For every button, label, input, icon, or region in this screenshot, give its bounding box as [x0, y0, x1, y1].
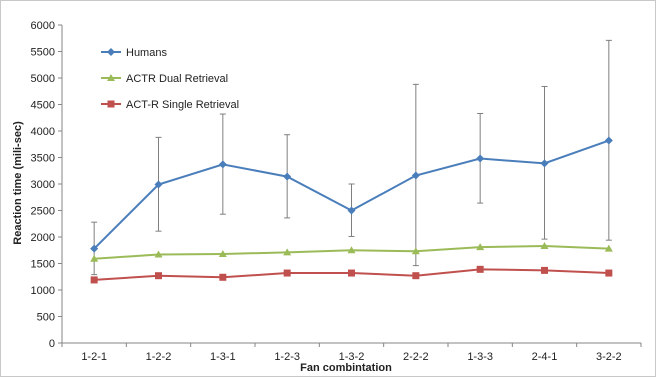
series-markers: [90, 136, 613, 284]
legend: Humans ACTR Dual Retrieval ACT-R Single Re…: [101, 47, 239, 111]
data-point: [347, 206, 356, 215]
data-point: [90, 244, 99, 253]
data-point: [283, 248, 292, 256]
y-tick-label: 3500: [31, 153, 55, 165]
legend-label: Humans: [126, 47, 167, 59]
x-tick-label: 2-4-1: [532, 351, 558, 363]
x-tick-label: 1-3-1: [210, 351, 236, 363]
legend-marker: [107, 48, 115, 56]
x-tick-label: 1-2-3: [274, 351, 300, 363]
data-point: [218, 160, 227, 169]
y-axis-title: Reaction time (mili-sec): [12, 121, 24, 245]
data-point: [90, 276, 98, 284]
legend-label: ACT-R Single Retrieval: [126, 99, 239, 111]
data-point: [154, 180, 163, 189]
y-tick-label: 500: [37, 312, 55, 324]
x-tick-label: 1-2-2: [146, 351, 172, 363]
x-ticks: 1-2-1 1-2-2 1-3-1 1-2-3 1-3-2 2-2-2 1-3-3 2-4-1…: [61, 343, 642, 363]
data-point: [155, 272, 162, 280]
y-tick-label: 6000: [31, 20, 55, 32]
x-axis-title: Fan combintation: [300, 362, 392, 374]
x-tick-label: 1-3-3: [467, 351, 493, 363]
data-point: [154, 250, 163, 258]
data-point: [348, 269, 355, 277]
y-tick-label: 2500: [31, 206, 55, 218]
y-tick-label: 4000: [31, 126, 55, 138]
y-tick-label: 0: [49, 338, 55, 350]
y-tick-label: 5500: [31, 47, 55, 59]
data-point: [347, 246, 356, 254]
data-point: [219, 273, 227, 281]
y-tick-label: 5000: [31, 73, 55, 85]
x-tick-label: 1-3-2: [339, 351, 365, 363]
data-point: [605, 269, 613, 277]
data-point: [283, 269, 291, 277]
x-tick-label: 3-2-2: [596, 351, 622, 363]
y-tick-label: 2000: [31, 232, 55, 244]
data-point: [540, 242, 549, 250]
y-tick-label: 3000: [31, 179, 55, 191]
legend-label: ACTR Dual Retrieval: [126, 73, 228, 85]
data-point: [476, 243, 485, 251]
data-point: [604, 244, 613, 252]
x-tick-label: 1-2-1: [81, 351, 107, 363]
data-point: [476, 154, 485, 163]
data-point: [90, 254, 99, 262]
y-tick-label: 4500: [31, 100, 55, 112]
data-point: [411, 247, 420, 255]
y-ticks: 0 500 1000 1500 2000 2500 3000 3500 4000 4500 5000…: [31, 20, 62, 350]
data-point: [604, 136, 613, 145]
y-tick-label: 1000: [31, 285, 55, 297]
data-point: [412, 272, 420, 280]
legend-marker: [107, 100, 115, 108]
data-point: [476, 265, 484, 273]
legend-marker: [107, 74, 115, 81]
y-tick-label: 1500: [31, 259, 55, 271]
data-point: [540, 159, 549, 168]
data-point: [541, 266, 548, 274]
x-tick-label: 2-2-2: [403, 351, 429, 363]
data-point: [283, 172, 292, 181]
data-point: [218, 249, 227, 257]
data-point: [411, 171, 420, 180]
